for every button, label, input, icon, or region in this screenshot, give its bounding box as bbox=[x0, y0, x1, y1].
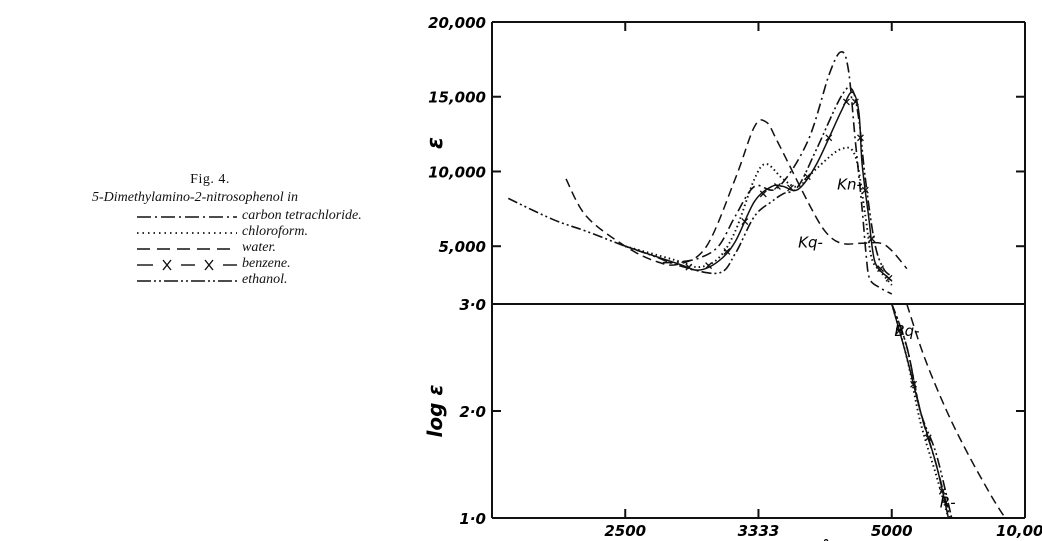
y-tick-label: 5,000 bbox=[439, 238, 486, 256]
legend-entry-chloroform: chloroform. bbox=[0, 224, 390, 240]
curve-annotation: R- bbox=[940, 493, 956, 511]
series-dash-dot-dot bbox=[508, 87, 951, 518]
legend-label: water. bbox=[242, 240, 276, 256]
series-group bbox=[508, 52, 1005, 518]
x-tick-label: 2500 bbox=[604, 522, 646, 540]
legend-swatch-dash-dot-dot bbox=[137, 273, 237, 287]
y-tick-label: 20,000 bbox=[428, 14, 486, 32]
legend-entry-carbon-tetrachloride: carbon tetrachloride. bbox=[0, 208, 390, 224]
legend: Fig. 4. 5-Dimethylamino-2-nitrosophenol … bbox=[0, 172, 390, 288]
legend-label: ethanol. bbox=[242, 272, 288, 288]
legend-entry-benzene: benzene. bbox=[0, 256, 390, 272]
legend-swatch-dotted bbox=[137, 225, 237, 239]
series-line-upper bbox=[508, 87, 892, 276]
lower-y-axis-label: log ε bbox=[423, 384, 447, 437]
legend-entries: carbon tetrachloride. chloroform. water.… bbox=[0, 208, 390, 288]
legend-entry-ethanol: ethanol. bbox=[0, 272, 390, 288]
y-tick-label: 1·0 bbox=[459, 510, 486, 528]
y-tick-label: 15,000 bbox=[428, 89, 486, 107]
x-tick-label: 5000 bbox=[871, 522, 913, 540]
legend-swatch-dashed bbox=[137, 241, 237, 255]
legend-label: benzene. bbox=[242, 256, 291, 272]
x-tick-label: 3333 bbox=[738, 522, 780, 540]
legend-entry-water: water. bbox=[0, 240, 390, 256]
legend-label: chloroform. bbox=[242, 224, 308, 240]
y-tick-label: 10,000 bbox=[428, 163, 486, 181]
axis-ticks: 2500 3333 5000 10,000 20,000 15,000 10,000 5,00… bbox=[428, 14, 1042, 540]
y-tick-label: 3·0 bbox=[459, 296, 486, 314]
series-cross bbox=[625, 92, 948, 518]
curve-annotation: Kn- bbox=[837, 175, 862, 193]
curve-annotation: Kq- bbox=[798, 234, 823, 252]
series-line-lower bbox=[907, 304, 1005, 518]
x-tick-label: 10,000 bbox=[996, 522, 1042, 540]
curve-annotation: Bq- bbox=[894, 322, 919, 340]
upper-y-axis-label: ε bbox=[423, 137, 448, 149]
series-line-upper bbox=[566, 120, 907, 269]
legend-swatch-dash-dot bbox=[137, 209, 237, 223]
legend-subtitle: 5-Dimethylamino-2-nitrosophenol in bbox=[0, 190, 390, 206]
figure-caption: Fig. 4. bbox=[30, 172, 390, 188]
legend-label: carbon tetrachloride. bbox=[242, 208, 362, 224]
series-dash-dot bbox=[663, 52, 950, 518]
y-tick-label: 2·0 bbox=[459, 403, 486, 421]
absorption-chart: 2500 3333 5000 10,000 20,000 15,000 10,000 5,00… bbox=[400, 0, 1042, 541]
plot-frame bbox=[492, 22, 1025, 518]
series-line-upper bbox=[625, 148, 892, 285]
legend-swatch-cross bbox=[137, 257, 237, 271]
axis-labels: Åεlog εKq-Kn-Bq-R- bbox=[423, 137, 956, 541]
